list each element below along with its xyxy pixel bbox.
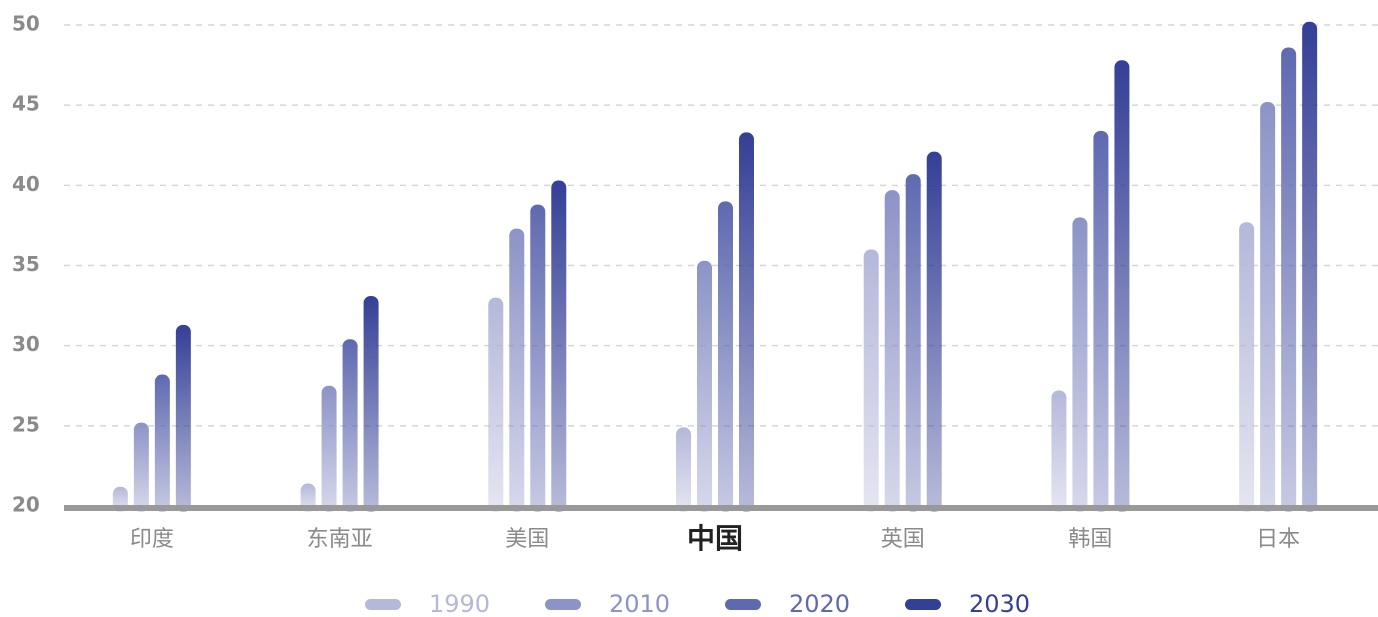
legend-marker	[905, 599, 941, 610]
legend-label: 2020	[789, 590, 850, 617]
x-tick-label: 日本	[1256, 527, 1300, 552]
x-tick-label: 中国	[687, 522, 743, 555]
legend-marker	[365, 599, 401, 610]
x-tick-label: 韩国	[1068, 527, 1112, 552]
bar	[530, 204, 546, 512]
legend-label: 1990	[429, 590, 490, 617]
y-tick-label: 35	[12, 252, 40, 276]
bar	[926, 151, 942, 512]
bar	[739, 132, 754, 512]
y-tick-label: 20	[12, 493, 40, 517]
legend-marker	[545, 599, 581, 610]
bar	[321, 385, 337, 512]
bar	[1072, 217, 1088, 512]
bar	[697, 260, 712, 512]
bar	[1051, 390, 1067, 512]
y-tick-label: 45	[12, 92, 40, 116]
bar	[1281, 47, 1297, 513]
bar	[551, 180, 567, 513]
x-tick-label: 英国	[881, 527, 925, 552]
bar	[1239, 222, 1255, 512]
bar	[1260, 101, 1276, 513]
bar	[676, 427, 691, 512]
bar	[905, 174, 921, 513]
x-tick-label: 印度	[130, 527, 174, 552]
bar	[718, 201, 733, 512]
bar	[300, 483, 316, 512]
bar	[154, 374, 170, 512]
legend-marker	[725, 599, 761, 610]
bar	[363, 295, 379, 512]
bar	[133, 422, 149, 512]
legend-label: 2010	[609, 590, 670, 617]
x-tick-label: 美国	[505, 527, 549, 552]
bar	[1302, 21, 1318, 512]
legend-label: 2030	[969, 590, 1030, 617]
bar	[863, 249, 879, 512]
bar	[509, 228, 525, 512]
y-tick-label: 30	[12, 332, 40, 356]
y-tick-label: 50	[12, 12, 40, 36]
bar	[342, 339, 358, 512]
bar	[175, 324, 191, 512]
bar	[1114, 60, 1130, 512]
bar	[1093, 130, 1109, 512]
y-tick-label: 40	[12, 172, 40, 196]
x-tick-label: 东南亚	[307, 527, 373, 552]
y-tick-label: 25	[12, 412, 40, 436]
bar	[884, 190, 900, 513]
bar	[488, 297, 504, 512]
